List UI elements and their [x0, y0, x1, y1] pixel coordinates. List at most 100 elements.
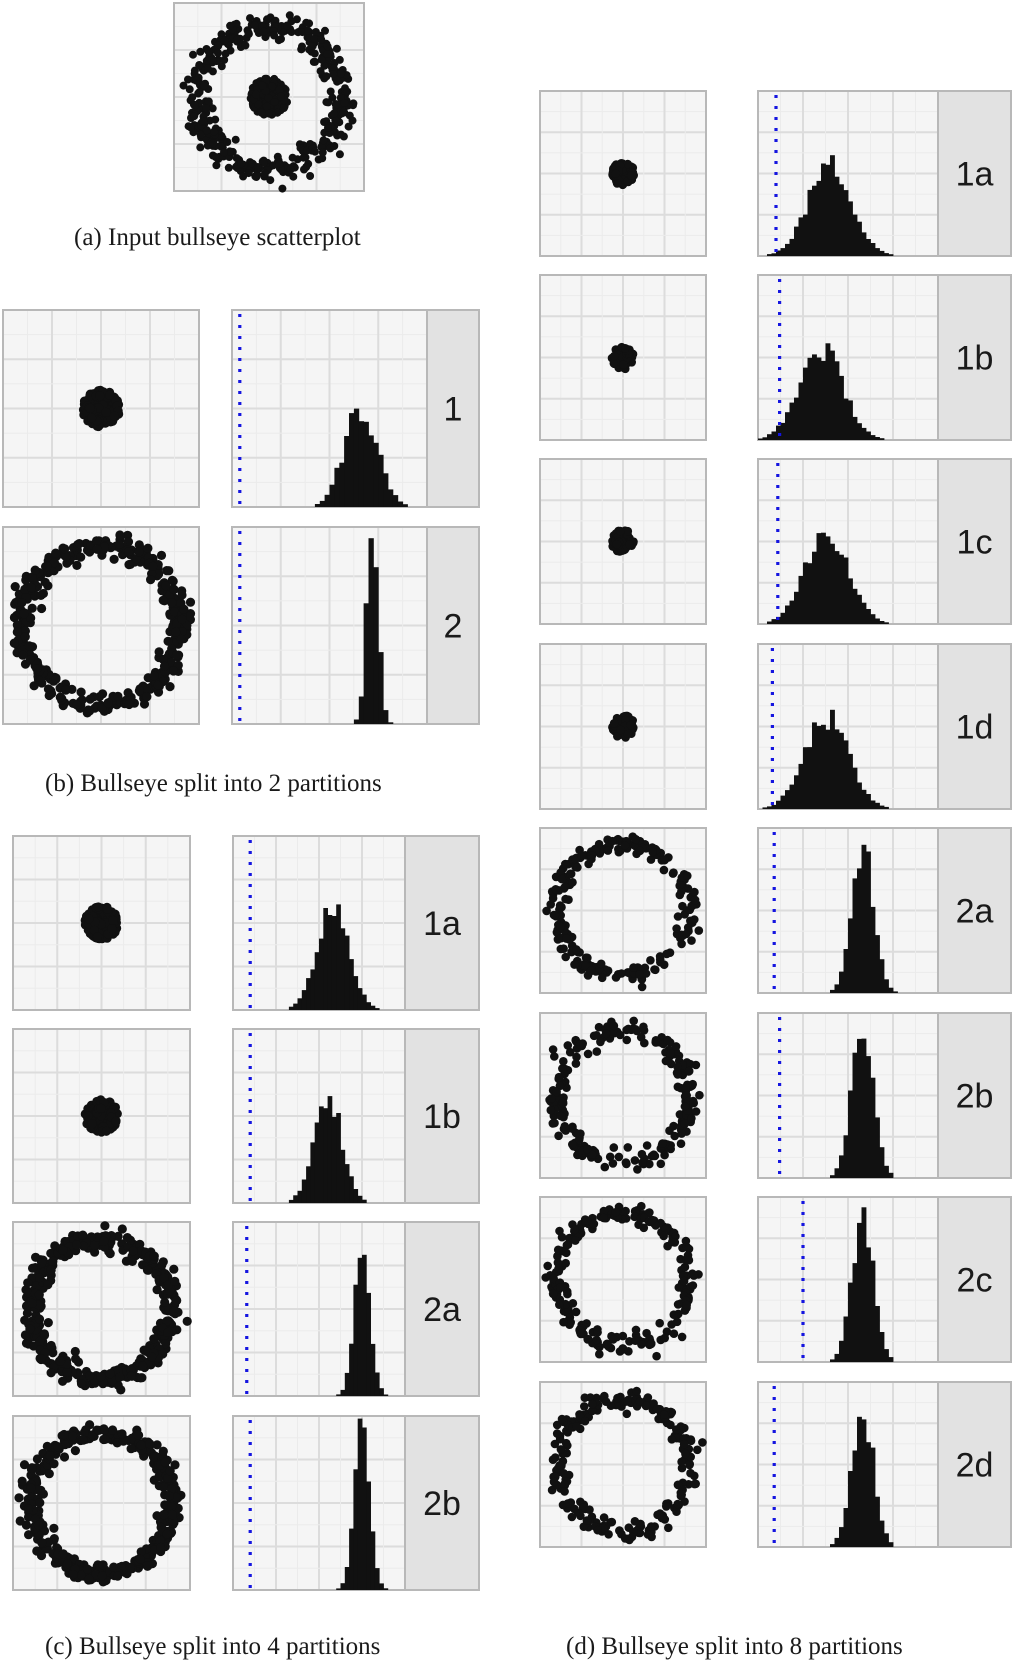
histogram-bar	[319, 500, 326, 507]
scatter-point	[87, 1430, 97, 1440]
scatter-point	[12, 627, 22, 637]
scatter-point	[694, 926, 704, 935]
scatter-point	[677, 879, 687, 889]
scatter-point	[619, 360, 628, 370]
scatter-point	[621, 344, 630, 353]
histogram-bar	[861, 232, 867, 256]
facet-strip-d-2c-background	[937, 1196, 1012, 1363]
scatter-point	[49, 1459, 59, 1469]
scatter-point	[100, 1434, 110, 1444]
histogram-bar	[336, 1394, 341, 1396]
scatter-point	[615, 1347, 625, 1356]
scatter-point	[612, 179, 622, 188]
scatter-point	[627, 171, 636, 180]
scatter-point	[163, 1473, 173, 1483]
scatter-point	[58, 1549, 68, 1559]
scatter-point	[266, 176, 275, 185]
caption-d: (d) Bullseye split into 8 partitions	[566, 1633, 903, 1660]
histogram-bar	[852, 588, 858, 624]
scatter-point	[165, 682, 175, 692]
scatter-point	[169, 584, 179, 595]
facet-label: 1	[444, 391, 463, 429]
histogram-bar	[397, 501, 404, 507]
histogram-bar	[366, 1002, 371, 1010]
histogram-panel-d-2c	[757, 1196, 939, 1363]
scatter-panel-2	[2, 526, 200, 725]
facet-strip-d-2d-background	[937, 1381, 1012, 1548]
scatter-point	[124, 547, 134, 557]
histogram-bar	[884, 1533, 889, 1547]
scatter-point	[103, 698, 113, 708]
scatter-point	[626, 720, 636, 730]
scatter-point	[62, 1367, 72, 1377]
scatter-point	[160, 1457, 170, 1467]
histogram-bar	[861, 602, 867, 624]
histogram-bar	[857, 1416, 862, 1547]
scatter-point	[635, 1397, 645, 1406]
scatter-point	[572, 945, 581, 954]
scatter-point	[184, 75, 192, 84]
histogram-bar	[794, 397, 799, 440]
scatter-point	[162, 1316, 172, 1326]
scatter-panel-input-frame	[173, 2, 365, 192]
histogram-bar	[839, 375, 844, 440]
histogram-bar	[349, 1343, 354, 1396]
scatter-point	[660, 1150, 669, 1160]
histogram-bar	[798, 763, 804, 809]
scatter-point	[561, 1438, 571, 1448]
scatter-point	[163, 636, 173, 646]
facet-strip-c-1b-background	[404, 1028, 480, 1204]
histogram-bar	[293, 1195, 298, 1203]
scatter-point	[30, 1252, 41, 1262]
histogram-bar	[319, 1106, 324, 1203]
scatter-panel-1-frame	[2, 309, 200, 508]
scatter-point	[93, 902, 103, 912]
scatter-point	[571, 1059, 581, 1068]
scatter-point	[9, 638, 19, 648]
scatter-point	[580, 1416, 590, 1426]
scatter-point	[156, 550, 167, 561]
scatter-point	[636, 1032, 646, 1042]
scatter-point	[587, 854, 596, 864]
scatter-point	[321, 26, 329, 35]
scatter-point	[551, 885, 560, 894]
histogram-panel-d-2b	[757, 1012, 939, 1179]
scatter-point	[638, 1158, 647, 1167]
facet-strip-2: 2	[426, 526, 480, 725]
histogram-bar	[358, 696, 365, 724]
histogram-bar	[301, 1179, 307, 1203]
histogram-bar	[839, 732, 844, 809]
histogram-bar	[353, 976, 359, 1010]
histogram-bar	[785, 412, 790, 440]
scatter-point	[587, 1406, 597, 1416]
scatter-point	[563, 1041, 573, 1050]
scatter-point	[100, 1221, 110, 1231]
scatter-point	[623, 159, 632, 169]
scatter-point	[556, 868, 565, 877]
scatter-point	[659, 865, 669, 875]
scatter-point	[647, 1215, 657, 1225]
scatter-point	[632, 1386, 641, 1396]
scatter-point	[154, 647, 164, 657]
scatter-point	[588, 1399, 597, 1409]
scatter-point	[167, 575, 177, 585]
scatter-point	[162, 1529, 172, 1539]
histogram-bar	[848, 578, 853, 624]
scatter-point	[167, 1509, 177, 1520]
scatter-point	[603, 1022, 612, 1031]
scatter-point	[308, 42, 317, 50]
scatter-point	[604, 1530, 613, 1539]
scatter-point	[319, 136, 328, 145]
scatter-point	[149, 1334, 159, 1344]
histogram-bar	[363, 603, 369, 724]
histogram-bar	[798, 217, 804, 256]
histogram-bar	[392, 495, 399, 507]
scatter-point	[605, 1152, 615, 1162]
scatter-point	[115, 530, 125, 540]
scatter-point	[27, 1263, 38, 1273]
scatter-point	[646, 855, 656, 864]
histogram-bar	[310, 969, 316, 1010]
scatter-point	[115, 1372, 125, 1382]
histogram-bar	[798, 575, 804, 624]
scatter-point	[159, 1510, 169, 1520]
